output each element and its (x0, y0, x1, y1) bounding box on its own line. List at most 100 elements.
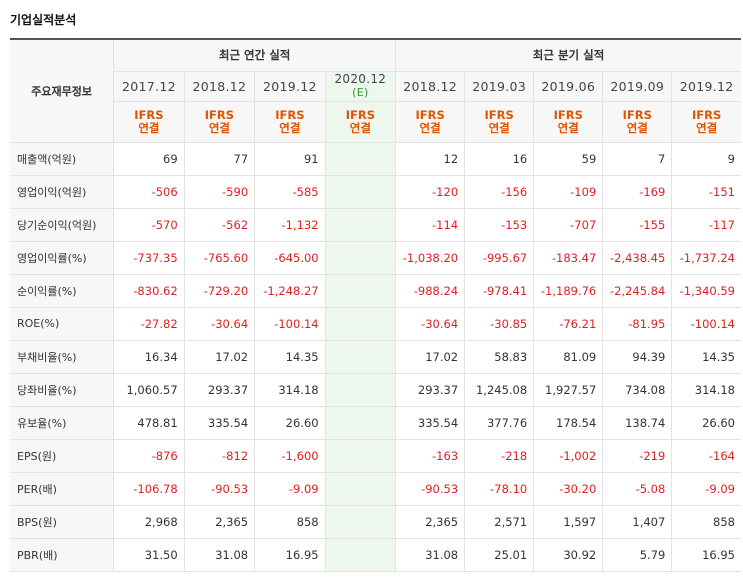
quarter-value-cell: 9 (671, 141, 741, 176)
quarter-value-cell: 858 (671, 504, 741, 539)
table-row: 부채비율(%) 16.34 17.02 14.35 17.02 58.83 81.09 94.… (10, 339, 741, 374)
row-label[interactable]: 영업이익(억원) (10, 174, 115, 209)
annual-value-cell: -30.64 (183, 306, 256, 341)
quarter-date[interactable]: 2019.09 (602, 70, 673, 102)
quarter-value-cell: 81.09 (533, 339, 604, 374)
quarter-value-cell: -219 (602, 438, 673, 473)
table-row: PER(배) -106.78 -90.53 -9.09 -90.53 -78.10 -30.… (10, 471, 741, 506)
row-label[interactable]: PER(배) (10, 471, 115, 506)
quarterly-header: 최근 분기 실적 (395, 38, 741, 72)
annual-value-cell: -765.60 (183, 240, 256, 275)
quarter-value-cell: 59 (533, 141, 604, 176)
quarter-date[interactable]: 2019.06 (533, 70, 604, 102)
annual-date[interactable]: 2019.12 (254, 70, 326, 102)
annual-value-cell: 335.54 (183, 405, 256, 440)
ifrs-badge: IFRS 연결 (395, 100, 466, 143)
quarter-value-cell: -2,245.84 (602, 273, 673, 308)
annual-date[interactable]: 2017.12 (113, 70, 185, 102)
quarter-value-cell: -2,438.45 (602, 240, 673, 275)
quarter-date[interactable]: 2018.12 (395, 70, 466, 102)
row-label[interactable]: 당기순이익(억원) (10, 207, 115, 242)
annual-value-cell: 31.50 (113, 537, 185, 572)
annual-value-cell: 77 (183, 141, 256, 176)
quarter-value-cell: 26.60 (671, 405, 741, 440)
row-label[interactable]: BPS(원) (10, 504, 115, 539)
quarter-value-cell: 58.83 (464, 339, 535, 374)
table-row: 당기순이익(억원) -570 -562 -1,132 -114 -153 -707 -155-… (10, 207, 741, 242)
annual-value-cell: -645.00 (254, 240, 326, 275)
annual-estimate-cell (324, 141, 397, 176)
ifrs-badge: IFRS 연결 (533, 100, 604, 143)
annual-value-cell: 69 (113, 141, 185, 176)
annual-value-cell: -737.35 (113, 240, 185, 275)
annual-estimate-cell (324, 273, 397, 308)
quarter-value-cell: 5.79 (602, 537, 673, 572)
ifrs-badge: IFRS 연결 (113, 100, 185, 143)
quarter-value-cell: 2,365 (395, 504, 466, 539)
ifrs-badge: IFRS 연결 (602, 100, 673, 143)
table-row: 순이익률(%) -830.62 -729.20 -1,248.27 -988.24 -97… (10, 273, 741, 308)
row-label[interactable]: ROE(%) (10, 306, 115, 341)
row-label[interactable]: 순이익률(%) (10, 273, 115, 308)
annual-estimate-cell (324, 240, 397, 275)
annual-header: 최근 연간 실적 (113, 38, 397, 72)
ifrs-badge: IFRS 연결 (671, 100, 741, 143)
quarter-value-cell: 16 (464, 141, 535, 176)
annual-value-cell: -570 (113, 207, 185, 242)
row-label[interactable]: EPS(원) (10, 438, 115, 473)
quarter-value-cell: 314.18 (671, 372, 741, 407)
quarter-value-cell: 734.08 (602, 372, 673, 407)
annual-value-cell: -506 (113, 174, 185, 209)
quarter-value-cell: -1,189.76 (533, 273, 604, 308)
quarter-value-cell: -169 (602, 174, 673, 209)
quarter-date[interactable]: 2019.03 (464, 70, 535, 102)
quarter-value-cell: -120 (395, 174, 466, 209)
annual-value-cell: 26.60 (254, 405, 326, 440)
quarter-value-cell: -30.64 (395, 306, 466, 341)
table-row: 유보율(%) 478.81 335.54 26.60 335.54 377.76 178.5… (10, 405, 741, 440)
annual-estimate-cell (324, 306, 397, 341)
quarter-value-cell: -78.10 (464, 471, 535, 506)
quarter-value-cell: 94.39 (602, 339, 673, 374)
quarter-value-cell: 178.54 (533, 405, 604, 440)
annual-value-cell: -585 (254, 174, 326, 209)
quarter-value-cell: -76.21 (533, 306, 604, 341)
quarter-value-cell: -707 (533, 207, 604, 242)
annual-value-cell: 17.02 (183, 339, 256, 374)
table-row: 매출액(억원) 69 77 91 12 16 59 7 9 (10, 141, 741, 176)
row-label[interactable]: 매출액(억원) (10, 141, 115, 176)
annual-estimate-cell (324, 339, 397, 374)
quarter-value-cell: 335.54 (395, 405, 466, 440)
quarter-value-cell: 30.92 (533, 537, 604, 572)
quarter-value-cell: 138.74 (602, 405, 673, 440)
annual-value-cell: -106.78 (113, 471, 185, 506)
row-label[interactable]: 부채비율(%) (10, 339, 115, 374)
quarter-date[interactable]: 2019.12 (671, 70, 741, 102)
quarter-value-cell: -156 (464, 174, 535, 209)
annual-value-cell: 2,365 (183, 504, 256, 539)
annual-date[interactable]: 2018.12 (183, 70, 256, 102)
table-body: 매출액(억원) 69 77 91 12 16 59 7 9 영업이익(억원) -506 -590 -58… (10, 141, 741, 572)
annual-date-estimate[interactable]: 2020.12 (E) (324, 70, 397, 102)
quarter-value-cell: 293.37 (395, 372, 466, 407)
annual-value-cell: 16.95 (254, 537, 326, 572)
ifrs-badge: IFRS 연결 (464, 100, 535, 143)
quarter-value-cell: 12 (395, 141, 466, 176)
quarter-value-cell: -1,002 (533, 438, 604, 473)
row-label[interactable]: 영업이익률(%) (10, 240, 115, 275)
quarter-value-cell: 1,245.08 (464, 372, 535, 407)
annual-value-cell: 1,060.57 (113, 372, 185, 407)
annual-estimate-cell (324, 504, 397, 539)
corner-label: 주요재무정보 (10, 38, 115, 143)
quarter-value-cell: -151 (671, 174, 741, 209)
quarter-value-cell: -183.47 (533, 240, 604, 275)
quarter-value-cell: 1,927.57 (533, 372, 604, 407)
table-row: EPS(원) -876 -812 -1,600 -163 -218 -1,002 -219 -1… (10, 438, 741, 473)
quarter-value-cell: 25.01 (464, 537, 535, 572)
row-label[interactable]: PBR(배) (10, 537, 115, 572)
financial-summary-table: 주요재무정보 최근 연간 실적 최근 분기 실적 2017.12 2018.12… (10, 38, 741, 572)
estimate-marker: (E) (352, 86, 369, 99)
row-label[interactable]: 당좌비율(%) (10, 372, 115, 407)
row-label[interactable]: 유보율(%) (10, 405, 115, 440)
quarter-value-cell: -978.41 (464, 273, 535, 308)
